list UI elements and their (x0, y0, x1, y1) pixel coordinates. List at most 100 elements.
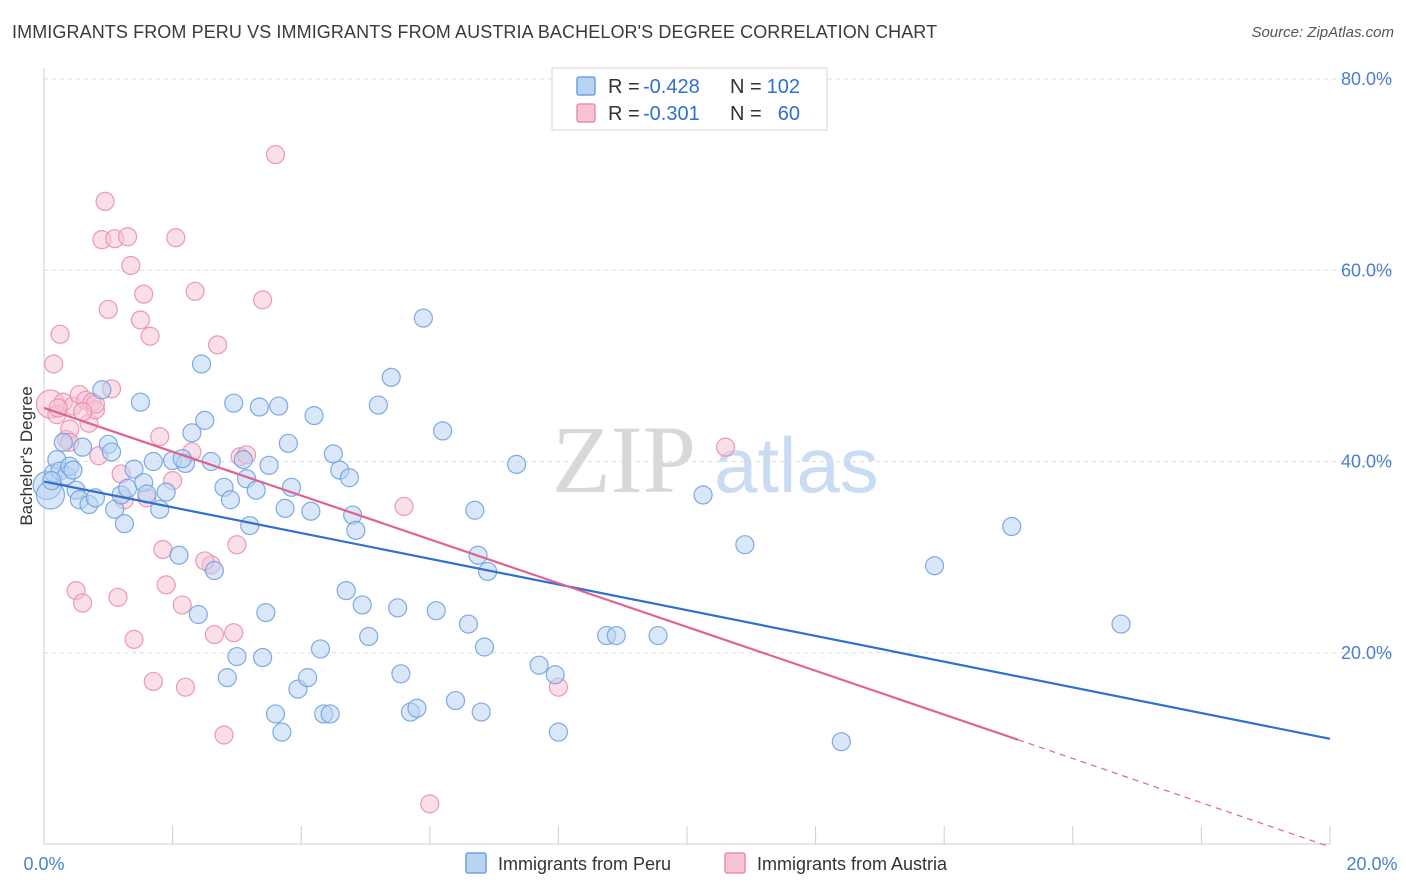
peru-point-98 (63, 460, 83, 480)
peru-point-51 (278, 433, 298, 453)
austria-point-44 (224, 623, 244, 643)
peru-point-44 (249, 397, 270, 417)
austria-point-53 (715, 437, 736, 457)
watermark: ZIP atlas (552, 406, 879, 513)
peru-point-99 (101, 442, 122, 462)
peru-point-86 (545, 665, 565, 685)
peru-point-70 (388, 598, 408, 618)
austria-point-23 (117, 227, 138, 247)
peru-point-96 (1111, 614, 1131, 634)
peru-point-67 (359, 626, 379, 647)
peru-point-32 (195, 410, 215, 430)
peru-point-87 (548, 722, 569, 742)
legend-r-value-peru: -0.428 (643, 76, 700, 98)
austria-point-33 (156, 575, 176, 595)
x-tick-label-max: 20.0% (1346, 854, 1397, 874)
y-tick-labels: 20.0% 40.0% 60.0% 80.0% (1341, 69, 1392, 663)
peru-point-90 (648, 625, 668, 646)
peru-point-47 (259, 455, 279, 475)
peru-point-92 (735, 535, 755, 555)
peru-point-93 (831, 732, 851, 752)
peru-point-75 (426, 601, 446, 621)
legend-r-value-austria: -0.301 (643, 103, 700, 125)
austria-point-59 (48, 398, 68, 418)
austria-point-27 (134, 284, 154, 304)
correlation-legend: R = -0.428 N = 102 R = -0.301 N = 60 (551, 67, 828, 131)
bottom-legend-swatch-austria (724, 852, 746, 874)
peru-point-95 (1002, 516, 1022, 537)
peru-point-91 (693, 485, 713, 505)
austria-points (35, 144, 736, 814)
peru-point-10 (72, 437, 93, 457)
austria-point-37 (175, 677, 196, 697)
legend-n-label-peru: N = (730, 76, 762, 98)
series-legend: Immigrants from Peru Immigrants from Aus… (465, 852, 948, 874)
peru-point-17 (114, 514, 134, 534)
austria-point-21 (108, 587, 128, 607)
peru-point-94 (924, 556, 945, 576)
peru-point-23 (143, 451, 163, 472)
austria-point-39 (185, 281, 205, 301)
legend-swatch-austria (576, 103, 596, 123)
bottom-legend-swatch-peru (465, 852, 487, 874)
peru-point-55 (301, 501, 321, 521)
legend-swatch-peru (576, 76, 596, 96)
peru-point-60 (323, 444, 343, 464)
austria-point-3 (50, 324, 70, 344)
austria-point-49 (265, 144, 286, 165)
austria-point-18 (98, 299, 118, 320)
legend-n-value-austria: 60 (778, 103, 800, 125)
chart-title: IMMIGRANTS FROM PERU VS IMMIGRANTS FROM … (12, 22, 938, 42)
peru-point-36 (217, 668, 237, 688)
peru-point-76 (433, 421, 453, 441)
austria-point-31 (150, 427, 170, 447)
grid-layer (44, 78, 1392, 654)
austria-trend-line-extension (1017, 739, 1331, 848)
peru-point-78 (458, 614, 478, 634)
bottom-legend-label-austria: Immigrants from Austria (757, 854, 948, 874)
austria-point-1 (44, 354, 64, 374)
y-tick-label-60: 60.0% (1341, 260, 1392, 280)
peru-point-65 (346, 520, 366, 540)
y-tick-label-40: 40.0% (1341, 452, 1392, 472)
peru-point-34 (204, 560, 224, 581)
watermark-zip: ZIP (552, 406, 696, 513)
austria-point-43 (214, 725, 234, 745)
peru-trend-line (43, 480, 1331, 740)
peru-point-69 (381, 367, 401, 387)
peru-points (32, 308, 1131, 752)
peru-point-97 (42, 471, 62, 491)
peru-point-25 (156, 482, 176, 502)
austria-point-25 (124, 629, 144, 649)
austria-point-24 (121, 255, 141, 276)
austria-point-17 (95, 191, 115, 211)
x-ticks (43, 826, 1331, 844)
legend-r-label-austria: R = (608, 103, 640, 125)
peru-point-48 (265, 704, 286, 724)
bottom-legend-label-peru: Immigrants from Peru (498, 854, 671, 874)
peru-point-42 (240, 515, 260, 536)
peru-point-31 (191, 354, 212, 374)
y-tick-label-80: 80.0% (1341, 69, 1392, 89)
austria-point-48 (253, 290, 273, 310)
austria-point-51 (420, 794, 440, 814)
peru-point-74 (413, 308, 433, 328)
peru-point-57 (310, 639, 331, 659)
x-tick-label-min: 0.0% (23, 854, 64, 874)
peru-point-85 (529, 655, 549, 675)
peru-point-81 (471, 702, 491, 722)
y-tick-label-20: 20.0% (1341, 643, 1392, 663)
peru-point-37 (220, 490, 241, 510)
peru-point-71 (391, 664, 411, 684)
peru-point-54 (298, 668, 318, 688)
chart-source: Source: ZipAtlas.com (1251, 24, 1394, 41)
austria-point-41 (204, 624, 224, 645)
peru-point-56 (304, 406, 324, 426)
peru-point-46 (256, 602, 276, 623)
peru-point-68 (368, 395, 388, 415)
peru-point-40 (233, 449, 253, 470)
peru-point-19 (124, 459, 144, 479)
austria-point-50 (394, 496, 414, 517)
